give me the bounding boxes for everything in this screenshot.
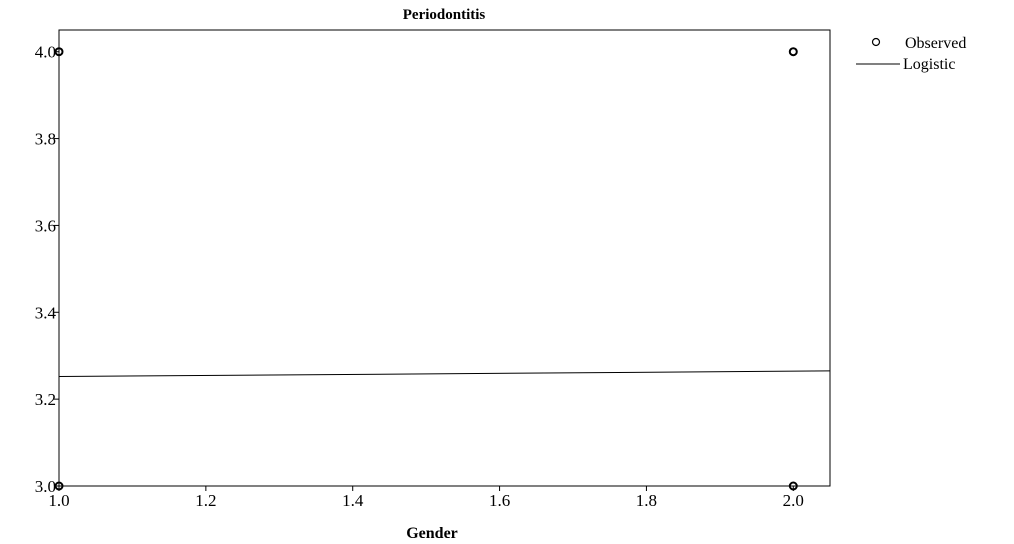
x-tick-label: 1.2	[195, 491, 216, 510]
legend-logistic-label: Logistic	[903, 56, 955, 73]
y-tick-label: 3.8	[35, 130, 56, 149]
observed-point	[54, 481, 64, 491]
legend-observed-marker-icon	[871, 37, 881, 47]
chart-title: Periodontitis	[403, 7, 486, 23]
plot-area	[54, 47, 831, 491]
y-tick-label: 4.0	[35, 43, 56, 62]
plot-frame	[58, 29, 831, 487]
legend: Observed Logistic	[856, 35, 966, 73]
y-tick-label: 3.2	[35, 390, 56, 409]
y-tick-label: 3.0	[35, 477, 56, 496]
y-tick-label: 3.4	[35, 303, 57, 322]
x-tick-label: 1.4	[342, 491, 364, 510]
logistic-fit-line	[58, 370, 831, 378]
x-tick-label: 1.8	[636, 491, 657, 510]
observed-point	[788, 481, 798, 491]
x-tick-label: 1.6	[489, 491, 510, 510]
y-axis: 3.0 3.2 3.4 3.6 3.8 4.0	[35, 43, 59, 496]
observed-point	[788, 47, 798, 57]
legend-observed-label: Observed	[905, 35, 966, 52]
x-tick-label: 1.0	[48, 491, 69, 510]
x-axis-label: Gender	[406, 525, 458, 542]
y-tick-label: 3.6	[35, 216, 56, 235]
x-axis: 1.0 1.2 1.4 1.6 1.8 2.0	[48, 486, 804, 510]
observed-point	[54, 47, 64, 57]
x-tick-label: 2.0	[783, 491, 804, 510]
